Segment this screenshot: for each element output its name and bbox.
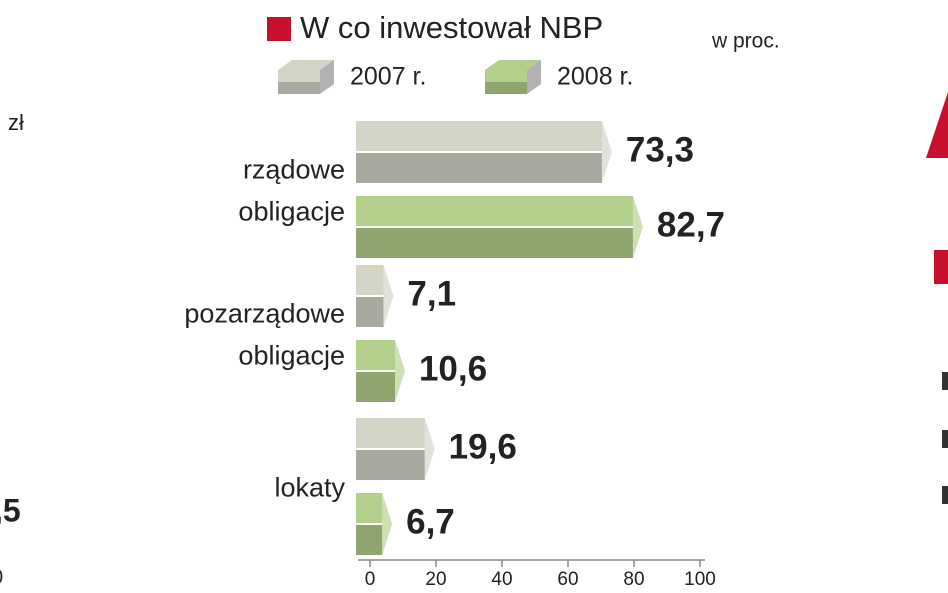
bar-shade <box>356 227 633 258</box>
x-tick-label: 40 <box>491 569 512 590</box>
legend-label: 2008 r. <box>557 63 633 91</box>
legend-swatch <box>278 60 334 70</box>
bar-tip <box>424 418 435 480</box>
value-label: 73,3 <box>626 130 694 169</box>
chart-title: W co inwestował NBP <box>300 10 603 45</box>
bar <box>356 121 612 183</box>
category-label: pozarządowe <box>184 299 345 329</box>
x-tick-label: 100 <box>684 569 716 590</box>
fragment-text: ,5 <box>0 492 21 528</box>
legend-swatch <box>527 60 541 94</box>
x-tick-label: 80 <box>623 569 644 590</box>
bar-tip <box>382 493 393 555</box>
bar <box>356 418 435 480</box>
legend-swatch <box>320 60 334 94</box>
bar-shade <box>356 371 395 402</box>
bar-tip <box>632 196 643 258</box>
value-label: 19,6 <box>449 427 517 466</box>
legend-swatch <box>485 70 527 94</box>
bar <box>356 196 643 258</box>
bar-shade <box>356 296 384 327</box>
x-tick-label: 0 <box>365 569 376 590</box>
legend-label: 2007 r. <box>350 63 426 91</box>
value-label: 7,1 <box>407 274 456 313</box>
value-label: 82,7 <box>657 205 725 244</box>
edge-shape <box>926 92 948 158</box>
edge-shape <box>942 372 948 390</box>
category-label: obligacje <box>238 341 345 371</box>
category-label: rządowe <box>243 155 345 185</box>
x-tick-label: 20 <box>425 569 446 590</box>
fragment-text: 0 <box>0 566 3 588</box>
chart-subtitle: w proc. <box>711 30 780 53</box>
bar-shade <box>356 152 602 183</box>
value-label: 6,7 <box>406 502 455 541</box>
bar <box>356 265 394 327</box>
bar-tip <box>383 265 394 327</box>
category-label: lokaty <box>274 473 345 503</box>
x-tick-label: 60 <box>557 569 578 590</box>
bar <box>356 493 393 555</box>
legend-swatch <box>485 60 541 70</box>
value-label: 10,6 <box>419 349 487 388</box>
legend-swatch <box>278 82 320 94</box>
title-marker <box>267 17 291 41</box>
legend-swatch <box>278 70 320 94</box>
category-label: obligacje <box>238 197 345 227</box>
legend-swatch <box>485 82 527 94</box>
bar <box>356 340 405 402</box>
edge-shape <box>934 250 948 284</box>
edge-shape <box>942 430 948 448</box>
bar-shade <box>356 449 425 480</box>
edge-shape <box>942 486 948 504</box>
bar-shade <box>356 524 383 555</box>
bar-tip <box>601 121 612 183</box>
bar-tip <box>394 340 405 402</box>
fragment-text: zł <box>8 110 24 135</box>
